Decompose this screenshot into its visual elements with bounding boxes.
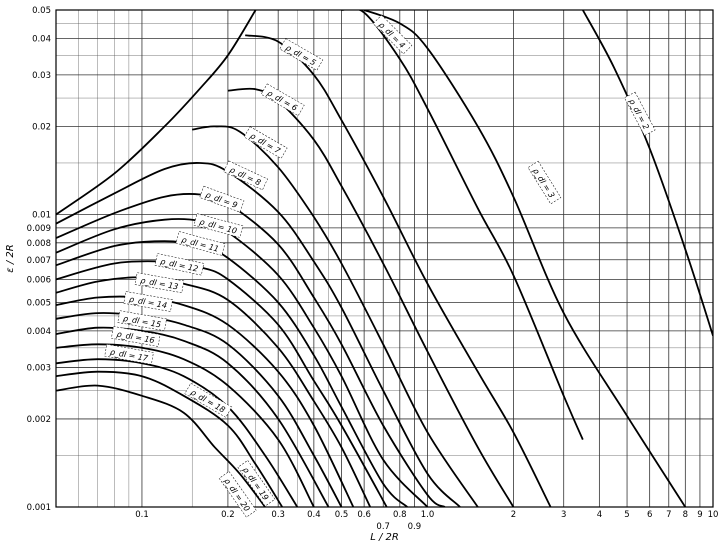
series-line-7 — [56, 192, 446, 507]
y-tick-label: 0.008 — [27, 239, 51, 249]
x-tick-label: 0.7 — [376, 522, 390, 532]
curve-label-8: ρ_dl = 10 — [193, 213, 244, 238]
x-tick-label: 6 — [647, 510, 652, 520]
y-tick-label: 0.04 — [32, 34, 51, 44]
series-line-19 — [56, 10, 257, 216]
y-tick-label: 0.002 — [27, 415, 51, 425]
y-tick-label: 0.03 — [32, 71, 51, 81]
x-tick-label: 10 — [708, 510, 719, 520]
series-line-8 — [56, 218, 429, 507]
curve-label-3: ρ_dl = 5 — [279, 38, 324, 71]
y-tick-label: 0.007 — [27, 256, 51, 266]
series-line-6 — [56, 162, 461, 507]
x-tick-label: 0.8 — [393, 510, 407, 520]
x-tick-label: 4 — [597, 510, 602, 520]
series-line-17 — [56, 370, 283, 507]
x-tick-label: 2 — [511, 510, 516, 520]
curve-label-11: ρ_dl = 13 — [134, 272, 185, 294]
plot-frame — [55, 9, 714, 508]
x-axis-label: L / 2R — [370, 532, 399, 543]
x-tick-label: 0.2 — [221, 510, 235, 520]
curve-label-1: ρ_dl = 3 — [527, 160, 562, 205]
x-tick-label: 0.1 — [135, 510, 149, 520]
x-tick-label: 0.6 — [357, 510, 371, 520]
curve-label-6: ρ_dl = 8 — [223, 160, 268, 191]
y-axis-label: ε / 2R — [5, 244, 16, 272]
series-layer — [56, 10, 713, 507]
y-tick-label: 0.003 — [27, 363, 51, 373]
curve-label-12: ρ_dl = 14 — [123, 291, 173, 312]
x-tick-label: 5 — [624, 510, 629, 520]
curve-label-4: ρ_dl = 6 — [260, 83, 305, 116]
curve-label-9: ρ_dl = 11 — [175, 231, 226, 256]
y-tick-label: 0.004 — [27, 327, 51, 337]
curve-label-text: ρ_dl = 14 — [128, 295, 167, 311]
curve-label-layer: ρ_dl = 2ρ_dl = 3ρ_dl = 4ρ_dl = 5ρ_dl = 6… — [104, 14, 656, 518]
series-line-1 — [363, 10, 687, 507]
series-line-0 — [582, 10, 713, 336]
curve-label-7: ρ_dl = 9 — [199, 185, 245, 213]
y-tick-label: 0.001 — [27, 503, 51, 513]
curve-label-text: ρ_dl = 13 — [140, 276, 179, 292]
y-tick-label: 0.01 — [32, 211, 51, 221]
curve-label-10: ρ_dl = 12 — [154, 253, 205, 276]
x-tick-label: 3 — [561, 510, 566, 520]
series-line-12 — [56, 295, 355, 507]
series-line-15 — [56, 343, 315, 507]
grid-minor — [55, 10, 713, 507]
x-tick-label: 1.0 — [421, 510, 435, 520]
x-tick-label: 8 — [683, 510, 688, 520]
x-tick-label: 0.5 — [335, 510, 349, 520]
series-line-14 — [56, 326, 330, 507]
grid-major — [55, 9, 714, 508]
series-line-5 — [192, 125, 479, 507]
y-tick-label: 0.05 — [32, 6, 51, 16]
tick-label-layer: 0.1 0.2 0.3 0.4 0.5 0.6 0.70.80.9 1.0 2 3 4 5 6 7 8 9 10… — [27, 6, 719, 532]
series-line-13 — [56, 312, 343, 507]
y-tick-label: 0.009 — [27, 224, 51, 234]
series-line-18 — [56, 384, 266, 507]
y-tick-label: 0.006 — [27, 275, 51, 285]
y-tick-label: 0.005 — [27, 299, 51, 309]
y-tick-label: 0.02 — [32, 122, 51, 132]
x-tick-label: 9 — [697, 510, 702, 520]
series-line-10 — [56, 260, 388, 507]
series-line-9 — [56, 240, 408, 507]
x-tick-label: 0.9 — [408, 522, 422, 532]
series-line-11 — [56, 276, 372, 507]
curve-label-0: ρ_dl = 2 — [624, 91, 656, 136]
x-tick-label: 7 — [666, 510, 671, 520]
x-tick-label: 0.3 — [271, 510, 285, 520]
series-line-16 — [56, 358, 299, 507]
series-line-2 — [341, 10, 584, 440]
x-tick-label: 0.4 — [307, 510, 321, 520]
